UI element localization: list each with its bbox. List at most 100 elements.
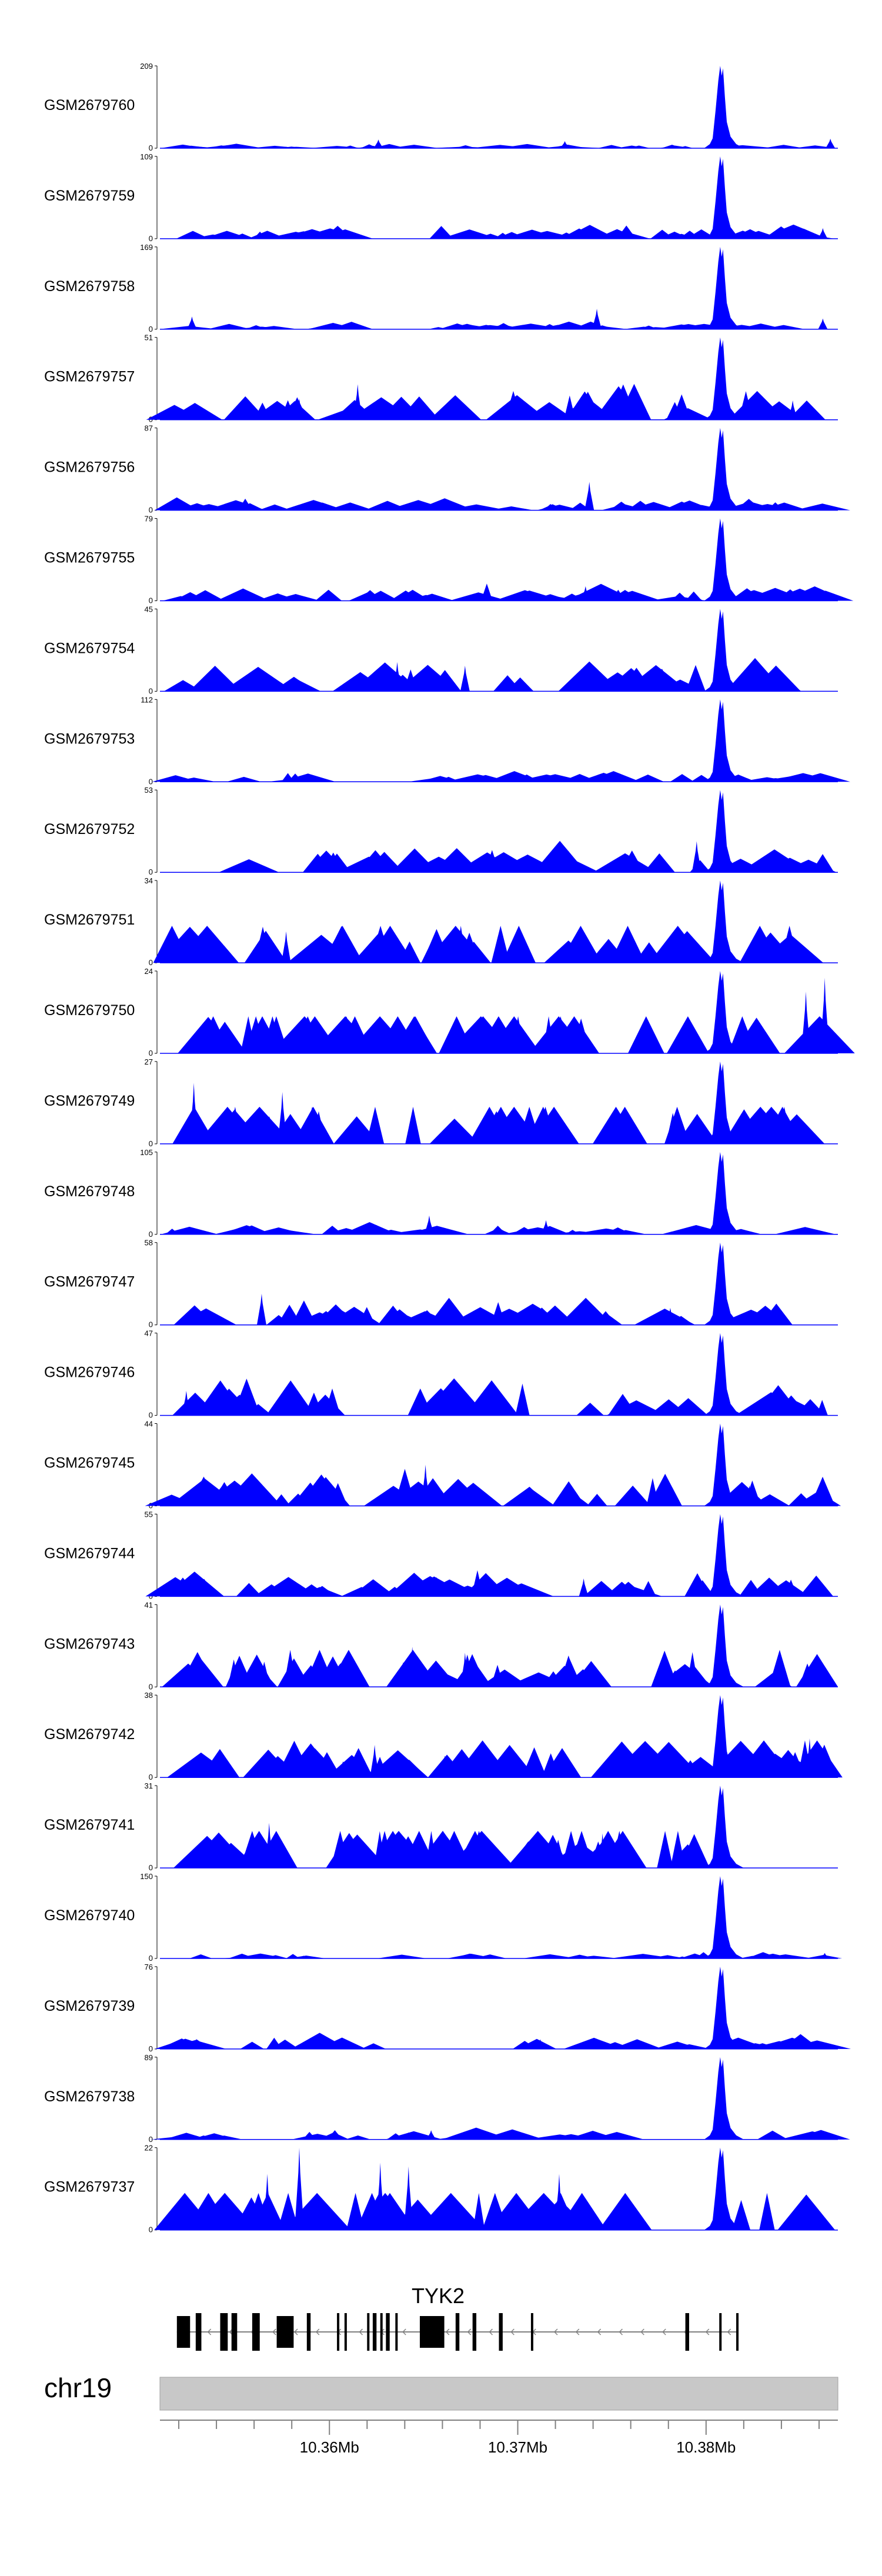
gene-exon: [395, 2313, 398, 2351]
signal-bump: [405, 1226, 469, 1234]
signal-bump: [146, 405, 203, 420]
signal-bump: [375, 1016, 420, 1053]
signal-bump: [760, 502, 808, 510]
signal-bump: [627, 1016, 664, 1053]
signal-bump: [723, 1756, 795, 1778]
gene-exon: [220, 2313, 228, 2351]
signal-bump: [444, 1483, 502, 1506]
signal-bump: [668, 1316, 694, 1325]
strand-arrow: [640, 2328, 644, 2335]
signal-bump: [414, 670, 449, 692]
signal-bump: [533, 840, 587, 873]
signal-bump: [627, 500, 654, 510]
signal-bump: [360, 144, 378, 148]
signal-bump: [572, 678, 610, 692]
signal-main-peak: [704, 66, 744, 148]
signal-secondary-peak: [665, 1307, 675, 1325]
signal-bump: [787, 1956, 807, 1958]
signal-secondary-peak: [744, 1485, 754, 1506]
signal-bump: [794, 503, 851, 510]
signal-bump: [566, 2131, 620, 2140]
signal-secondary-peak: [584, 482, 594, 510]
strand-arrow: [619, 2328, 623, 2335]
gene-exon: [372, 2313, 377, 2351]
signal-bump: [428, 1297, 470, 1325]
signal-bump: [784, 1752, 806, 1778]
strand-arrow: [662, 2328, 666, 2335]
signal-bump: [596, 1315, 623, 1325]
signal-bump: [649, 926, 707, 963]
signal-bump: [617, 383, 652, 420]
signal-bump: [456, 942, 491, 963]
y-max-label: 169: [140, 243, 153, 252]
signal-bump: [369, 926, 392, 963]
signal-bump: [445, 325, 489, 329]
track-GSM2679738: GSM2679738 89 0: [44, 2053, 850, 2144]
track-GSM2679750: GSM2679750 24 0: [44, 967, 855, 1057]
signal-bump: [304, 1392, 324, 1416]
signal-bump: [670, 1831, 686, 1868]
y-min-label: 0: [149, 1863, 153, 1872]
signal-bump: [481, 583, 493, 601]
signal-bump: [324, 1227, 338, 1234]
signal-bump: [226, 1106, 293, 1144]
signal-bump: [244, 930, 288, 963]
track-GSM2679755: GSM2679755 79 0: [44, 515, 854, 605]
signal-main-peak: [704, 428, 744, 510]
signal-bump: [739, 391, 753, 420]
signal-main-peak: [704, 1242, 744, 1325]
signal-bump: [258, 1661, 270, 1687]
signal-bump: [422, 929, 451, 963]
signal-bump: [185, 1229, 198, 1234]
signal-bump: [780, 926, 799, 963]
signal-bump: [774, 1227, 836, 1234]
signal-bump: [559, 1297, 613, 1325]
signal-bump: [163, 680, 202, 692]
track-GSM2679749: GSM2679749 27 0: [44, 1057, 838, 1148]
signal-bump: [218, 859, 279, 873]
signal-main-peak: [704, 880, 744, 963]
signal-secondary-peak: [294, 2147, 305, 2230]
gene-exon: [455, 2313, 460, 2351]
y-max-label: 105: [140, 1148, 153, 1157]
signal-bump: [253, 231, 266, 239]
signal-bump: [306, 862, 321, 873]
signal-bump: [602, 1106, 647, 1144]
signal-main-peak: [704, 1966, 744, 2049]
y-min-label: 0: [149, 777, 153, 786]
y-min-label: 0: [149, 1773, 153, 1781]
signal-bump: [323, 226, 353, 239]
signal-bump: [345, 2135, 371, 2140]
signal-bump: [236, 1583, 262, 1597]
track-GSM2679743: GSM2679743 41 0: [44, 1600, 838, 1691]
signal-secondary-peak: [563, 850, 574, 873]
signal-bump: [253, 402, 271, 420]
signal-bump: [573, 392, 603, 420]
signal-bump: [266, 1380, 315, 1416]
signal-bump: [348, 397, 415, 420]
signal-bump: [252, 1227, 306, 1234]
track-GSM2679756: GSM2679756 87 0: [44, 424, 851, 515]
y-max-label: 89: [145, 2053, 153, 2062]
strand-arrow: [705, 2328, 710, 2335]
signal-bump: [627, 145, 650, 148]
signal-bump: [379, 403, 396, 420]
gene-exon: [367, 2313, 370, 2351]
track-label: GSM2679754: [44, 640, 135, 656]
signal-bump: [220, 1225, 273, 1234]
signal-bump: [497, 1578, 517, 1597]
signal-secondary-peak: [460, 665, 470, 692]
signal-bump: [753, 1398, 773, 1416]
signal-bump: [666, 402, 684, 420]
signal-secondary-peak: [353, 384, 363, 420]
signal-bump: [473, 1755, 508, 1778]
signal-bump: [221, 325, 246, 329]
signal-bump: [242, 1016, 282, 1053]
track-GSM2679742: GSM2679742 38 0: [44, 1691, 843, 1781]
signal-bump: [654, 2041, 701, 2049]
signal-bump: [237, 326, 288, 329]
signal-secondary-peak: [560, 141, 570, 148]
x-tick-label: 10.36Mb: [300, 2438, 359, 2456]
signal-bump: [157, 926, 223, 963]
signal-bump: [322, 926, 363, 963]
